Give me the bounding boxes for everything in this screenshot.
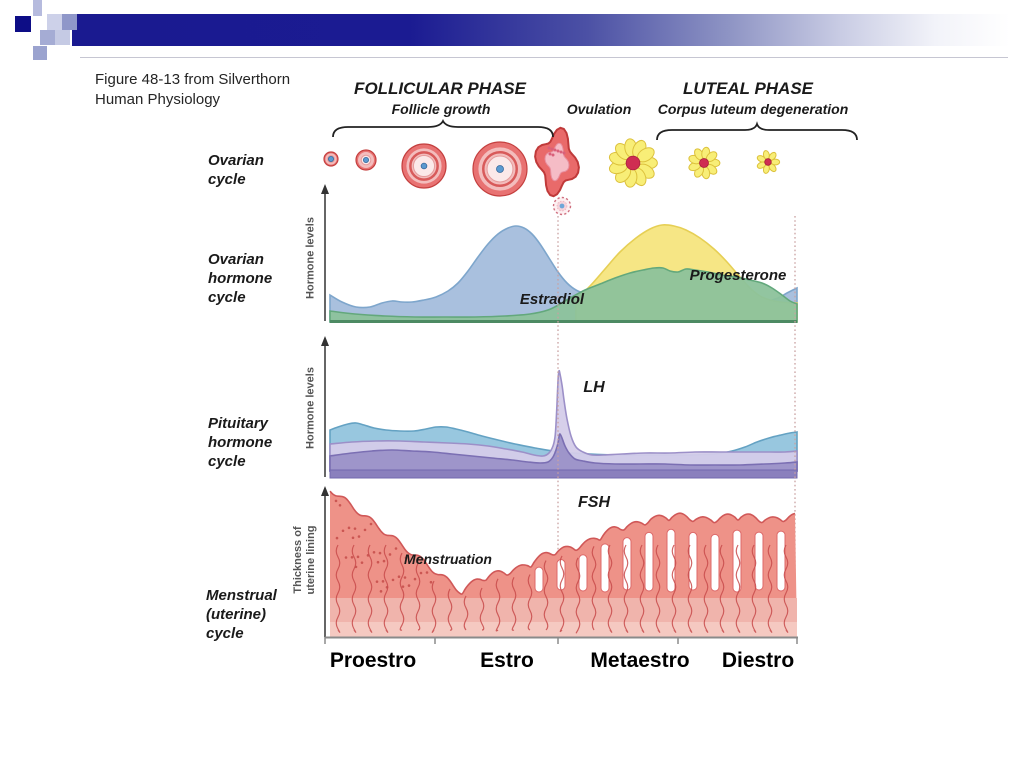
uterine-lining-illustration	[324, 490, 798, 644]
y-axis	[321, 184, 329, 321]
slide-accent-bar	[72, 14, 1010, 46]
y-axis	[321, 486, 329, 637]
fsh-curve	[329, 433, 798, 472]
phase-brace	[332, 118, 554, 138]
figure-caption: Figure 48-13 from Silverthorn Human Phys…	[95, 70, 290, 110]
lh-label: LH	[583, 379, 605, 396]
follicle-illustration	[401, 143, 447, 189]
figure-caption-line1: Figure 48-13 from Silverthorn	[95, 71, 291, 88]
menstrual-cycle-label: Menstrual (uterine) cycle	[206, 587, 277, 642]
corpus-luteum-illustration	[688, 146, 721, 180]
progesterone-label: Progesterone	[689, 267, 787, 284]
hormone-levels-axis-label-1: Hormone levels	[304, 217, 317, 299]
ovarian-cycle-label: Ovarian cycle	[208, 152, 264, 188]
ovarian-hormone-cycle-label: Ovarian hormone cycle	[208, 251, 273, 306]
estradiol-label: Estradiol	[519, 291, 585, 308]
menstruation-label: Menstruation	[404, 551, 492, 567]
stage-label-metaestro: Metaestro	[590, 649, 690, 672]
figure-caption-line2: Human Physiology	[95, 91, 221, 108]
follicle-illustration	[323, 151, 339, 167]
ovum-illustration	[552, 196, 572, 216]
green-hormone-curve	[329, 266, 798, 323]
thickness-axis-label: Thickness of uterine lining	[292, 525, 317, 595]
lh-curve	[329, 369, 798, 472]
follicle-illustration	[472, 141, 528, 197]
ovulated-follicle-illustration	[534, 126, 580, 198]
stage-label-estro: Estro	[480, 649, 534, 672]
y-axis	[321, 336, 329, 477]
decor-square	[40, 30, 55, 45]
corpus-luteum-degeneration-label: Corpus luteum degeneration	[657, 101, 849, 117]
decor-square	[55, 30, 70, 45]
decor-square	[33, 46, 47, 60]
ovulation-label: Ovulation	[566, 101, 632, 117]
follicular-phase-header: FOLLICULAR PHASE	[354, 79, 526, 98]
decor-square	[33, 0, 42, 16]
follicle-growth-label: Follicle growth	[391, 101, 491, 117]
fsh-label: FSH	[578, 494, 610, 511]
decor-square	[47, 14, 62, 30]
corpus-luteum-illustration	[756, 150, 781, 174]
luteal-phase-header: LUTEAL PHASE	[682, 79, 814, 98]
stage-label-diestro: Diestro	[721, 649, 795, 672]
decor-square	[15, 16, 31, 32]
header-divider-line	[80, 57, 1008, 58]
hormone-levels-axis-label-2: Hormone levels	[304, 367, 317, 449]
pituitary-hormone-cycle-label: Pituitary hormone cycle	[208, 415, 273, 470]
stage-label-proestro: Proestro	[329, 649, 417, 672]
follicle-illustration	[355, 149, 377, 171]
corpus-luteum-illustration	[608, 138, 658, 188]
decor-square	[62, 14, 77, 30]
phase-brace	[656, 121, 858, 141]
pituitary-panel-baseline	[329, 469, 798, 479]
